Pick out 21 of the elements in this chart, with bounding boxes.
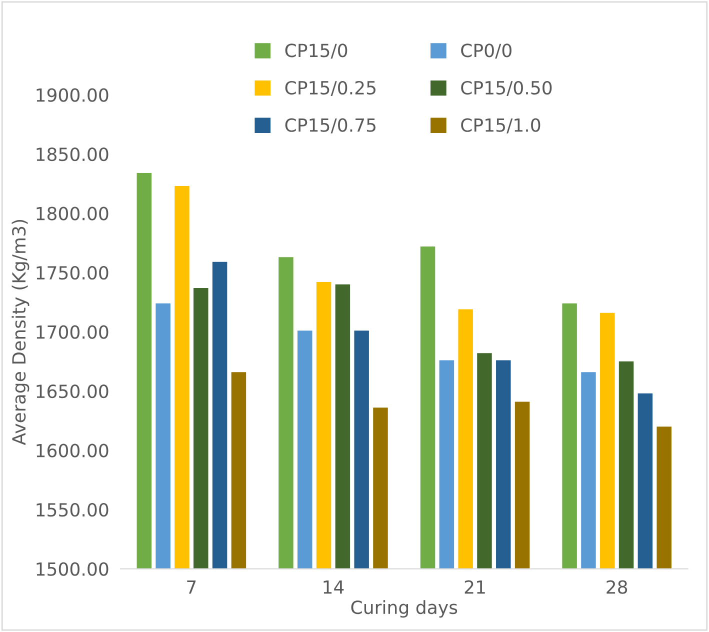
y-tick-label: 1650.00 [36, 384, 108, 398]
y-tick-label: 1500.00 [36, 562, 108, 576]
legend-label: CP15/0.25 [285, 80, 376, 96]
x-tick-label: 7 [187, 580, 196, 594]
legend-label: CP15/0.75 [285, 118, 376, 134]
x-tick-label: 14 [324, 580, 344, 594]
x-tick-label: 21 [464, 580, 485, 594]
y-tick-label: 1850.00 [36, 148, 108, 162]
y-tick-label: 1900.00 [36, 88, 108, 102]
y-tick-label: 1700.00 [36, 325, 108, 339]
y-tick-label: 1600.00 [36, 444, 108, 458]
legend-label: CP15/0.50 [461, 80, 552, 96]
y-axis-title: Average Density (Kg/m3) [12, 220, 30, 446]
legend-label: CP15/0 [285, 44, 348, 59]
legend-label: CP15/1.0 [461, 118, 540, 134]
y-tick-label: 1750.00 [36, 266, 108, 280]
legend-label: CP0/0 [461, 44, 512, 59]
y-tick-label: 1550.00 [36, 503, 108, 517]
x-tick-label: 28 [606, 580, 628, 594]
y-tick-label: 1800.00 [36, 206, 108, 220]
x-axis-title: Curing days [351, 600, 458, 618]
